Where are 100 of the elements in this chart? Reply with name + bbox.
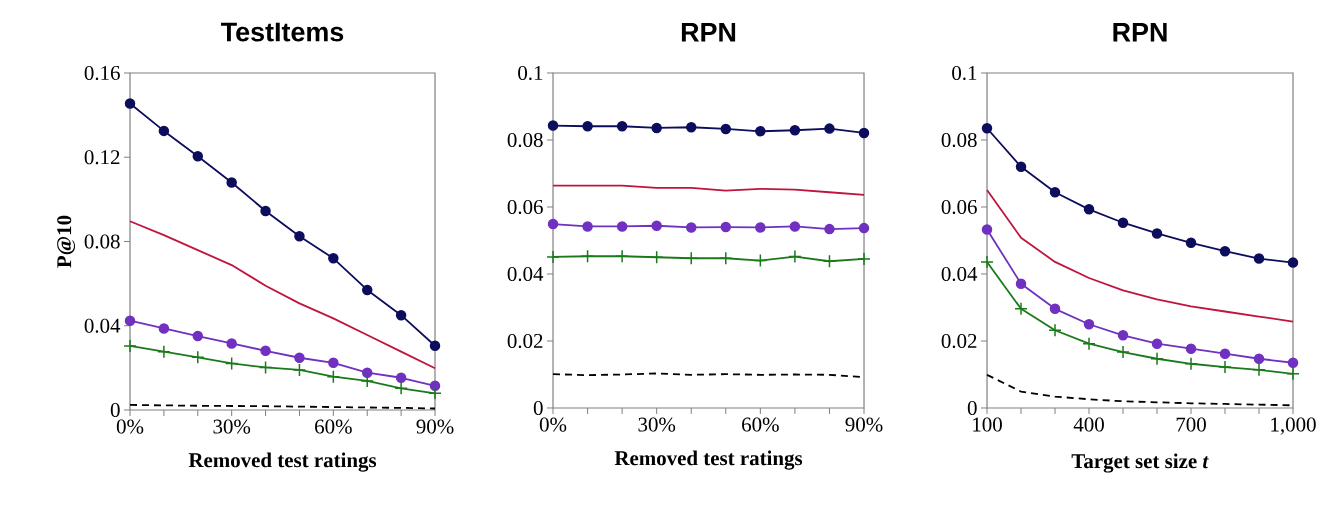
- point: [981, 123, 993, 134]
- point: [1219, 348, 1231, 359]
- point: [1287, 357, 1299, 369]
- point: [1287, 257, 1299, 268]
- x-tick-label: 60%: [742, 417, 779, 432]
- y-axis-title: P@10: [57, 215, 76, 268]
- point: [651, 122, 662, 134]
- point: [649, 250, 664, 264]
- y-tick-label: 0: [533, 400, 543, 416]
- point: [547, 218, 559, 230]
- point: [788, 249, 802, 264]
- point: [1185, 343, 1197, 354]
- x-tick-label: 0%: [116, 419, 144, 434]
- point: [124, 315, 136, 326]
- point: [429, 340, 441, 351]
- x-tick-label: 90%: [416, 419, 454, 434]
- point: [547, 120, 559, 131]
- y-tick-label: 0.06: [507, 199, 543, 215]
- x-axis-title: Removed test ratings: [614, 450, 803, 470]
- point: [328, 253, 339, 264]
- point: [651, 220, 662, 231]
- y-tick-label: 0.08: [84, 234, 120, 249]
- x-tick-label: 1,000: [1271, 417, 1316, 435]
- y-tick-label: 0: [967, 400, 977, 416]
- y-tick-label: 0: [110, 402, 120, 418]
- point: [1184, 357, 1198, 371]
- y-tick-label: 0.16: [84, 65, 120, 81]
- point: [294, 230, 305, 242]
- point: [1253, 253, 1265, 264]
- point: [226, 338, 237, 349]
- y-tick-label: 0.08: [941, 132, 977, 148]
- point: [292, 363, 307, 377]
- point: [615, 249, 629, 263]
- point: [361, 367, 373, 378]
- point: [720, 221, 732, 233]
- point: [158, 323, 170, 334]
- point: [857, 252, 871, 266]
- point: [1116, 345, 1130, 359]
- point: [789, 125, 801, 136]
- point: [753, 253, 768, 268]
- chart-title: TestItems: [221, 22, 344, 42]
- point: [157, 344, 171, 359]
- point: [123, 339, 137, 353]
- x-tick-label: 60%: [315, 419, 352, 434]
- point: [294, 352, 305, 363]
- point: [616, 121, 628, 132]
- x-tick-label: 700: [1176, 417, 1206, 432]
- point: [1252, 363, 1266, 377]
- x-tick-label: 400: [1073, 417, 1104, 432]
- point: [685, 122, 697, 133]
- point: [1151, 228, 1163, 239]
- point: [1218, 360, 1232, 374]
- point: [719, 251, 733, 265]
- point: [824, 223, 835, 235]
- point: [1151, 338, 1163, 349]
- point: [260, 205, 271, 217]
- point: [755, 222, 766, 233]
- point: [1286, 367, 1300, 381]
- point: [428, 386, 442, 401]
- point: [546, 250, 560, 264]
- point: [328, 357, 339, 369]
- point: [124, 98, 136, 109]
- chart-title: RPN: [1113, 22, 1167, 42]
- point: [981, 224, 993, 235]
- point: [226, 177, 237, 188]
- y-tick-label: 0.08: [507, 132, 543, 148]
- point: [858, 222, 870, 234]
- point: [1083, 204, 1095, 215]
- point: [824, 123, 835, 134]
- point: [395, 372, 407, 384]
- x-axis-title: Removed test ratings: [188, 452, 377, 472]
- point: [980, 255, 994, 269]
- x-axis-title: Target set size t: [1071, 453, 1209, 473]
- point: [395, 309, 407, 321]
- point: [1048, 323, 1062, 338]
- y-tick-label: 0.1: [518, 65, 543, 81]
- point: [616, 221, 628, 232]
- point: [720, 123, 732, 135]
- line-series: [986, 189, 1294, 323]
- point: [1150, 351, 1164, 366]
- y-tick-label: 0.1: [952, 65, 977, 81]
- point: [326, 369, 341, 384]
- point: [394, 381, 408, 396]
- point: [1083, 318, 1095, 330]
- point: [858, 127, 870, 139]
- y-tick-label: 0.02: [507, 333, 543, 349]
- point: [789, 221, 801, 232]
- x-tick-label: 90%: [845, 417, 883, 432]
- point: [260, 345, 271, 357]
- point: [1015, 278, 1027, 289]
- y-tick-label: 0.02: [941, 333, 977, 349]
- point: [580, 249, 595, 263]
- point: [582, 121, 593, 132]
- point: [224, 356, 239, 371]
- point: [1253, 353, 1265, 364]
- y-tick-label: 0.04: [941, 266, 978, 282]
- point: [1117, 217, 1129, 228]
- point: [192, 330, 204, 342]
- point: [685, 222, 697, 233]
- y-tick-label: 0.04: [507, 266, 544, 282]
